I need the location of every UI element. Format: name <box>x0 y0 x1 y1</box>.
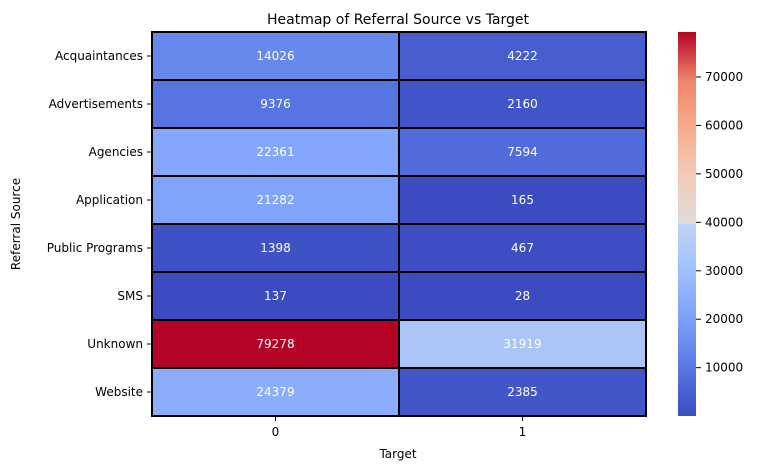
colorbar-tick-label: 50000 <box>705 167 743 181</box>
heatmap-cell <box>398 79 647 129</box>
cell-value-label: 4222 <box>507 49 538 63</box>
cell-value-label: 7594 <box>507 145 538 159</box>
colorbar-tick-label: 10000 <box>705 361 743 375</box>
cell-value-label: 21282 <box>256 193 294 207</box>
y-tick-label: Acquaintances <box>55 49 143 63</box>
colorbar-ticks: 10000 20000 30000 40000 50000 60000 70000 <box>696 70 743 375</box>
heatmap-cell <box>398 271 647 321</box>
cell-value-label: 2385 <box>507 385 538 399</box>
chart-title: Heatmap of Referral Source vs Target <box>267 12 530 28</box>
heatmap-annotations: 14026 4222 9376 2160 22361 7594 21282 165 1398 46… <box>256 49 541 399</box>
heatmap-cell <box>398 127 647 177</box>
cell-value-label: 9376 <box>260 97 291 111</box>
heatmap-cell <box>398 223 647 273</box>
colorbar-tick-label: 20000 <box>705 312 743 326</box>
y-axis-label: Referral Source <box>9 178 23 270</box>
colorbar-tick-label: 30000 <box>705 264 743 278</box>
y-axis-ticks: Acquaintances Advertisements Agencies Appli… <box>47 49 152 399</box>
cell-value-label: 79278 <box>256 337 294 351</box>
y-tick-label: Advertisements <box>49 97 143 111</box>
y-tick-label: SMS <box>117 289 143 303</box>
cell-value-label: 165 <box>511 193 534 207</box>
y-tick-label: Agencies <box>89 145 143 159</box>
cell-value-label: 14026 <box>256 49 294 63</box>
y-tick-label: Unknown <box>87 337 143 351</box>
heatmap-cells <box>151 31 647 417</box>
colorbar-tick-label: 70000 <box>705 70 743 84</box>
heatmap-cell <box>398 175 647 225</box>
cell-value-label: 31919 <box>503 337 541 351</box>
y-tick-label: Website <box>95 385 143 399</box>
cell-value-label: 467 <box>511 241 534 255</box>
cell-value-label: 2160 <box>507 97 538 111</box>
cell-value-label: 1398 <box>260 241 291 255</box>
colorbar-tick-label: 40000 <box>705 215 743 229</box>
x-tick-label: 1 <box>519 425 527 439</box>
cell-value-label: 24379 <box>256 385 294 399</box>
heatmap-cell <box>398 31 647 81</box>
colorbar <box>678 32 696 416</box>
x-tick-label: 0 <box>272 425 280 439</box>
colorbar-tick-label: 60000 <box>705 118 743 132</box>
y-tick-label: Application <box>76 193 143 207</box>
cell-value-label: 137 <box>264 289 287 303</box>
cell-value-label: 22361 <box>256 145 294 159</box>
x-axis-label: Target <box>378 447 416 461</box>
cell-value-label: 28 <box>515 289 530 303</box>
heatmap-cell <box>398 367 647 417</box>
heatmap-cell <box>398 319 647 369</box>
y-tick-label: Public Programs <box>47 241 143 255</box>
